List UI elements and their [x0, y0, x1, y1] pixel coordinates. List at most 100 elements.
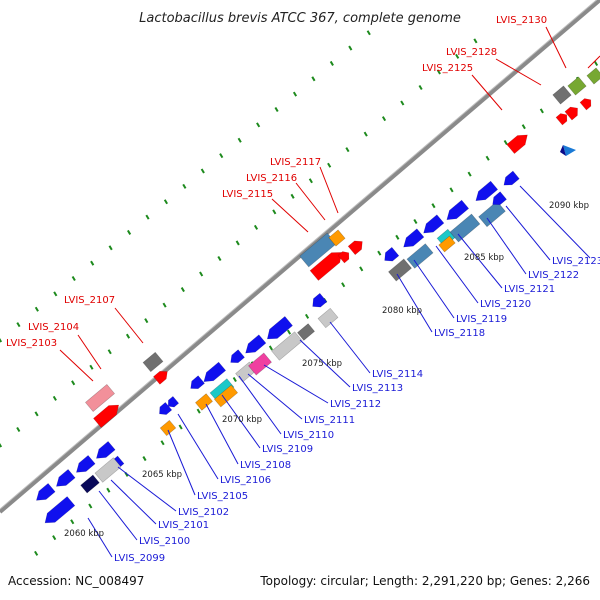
track-dot: [449, 187, 454, 193]
gene-feature: [190, 375, 205, 389]
track-dot: [341, 282, 346, 288]
track-dot: [70, 519, 75, 525]
leader-line: [177, 413, 219, 480]
gene-label-upper: LVIS_2117: [270, 157, 321, 168]
summary-text: Topology: circular; Length: 2,291,220 bp…: [259, 574, 590, 588]
leader-line: [117, 466, 177, 512]
gene-box: [84, 383, 116, 413]
leader-line: [295, 182, 326, 221]
gene-arrow: [503, 170, 520, 186]
track-dot: [431, 203, 436, 209]
leader-line: [271, 198, 309, 233]
gene-box: [552, 85, 572, 105]
gene-feature: [213, 384, 239, 408]
gene-box: [159, 419, 177, 437]
gene-label-lower: LVIS_2123: [552, 256, 600, 267]
track-dot: [327, 162, 332, 168]
gene-feature: [203, 361, 227, 382]
gene-feature: [94, 457, 122, 483]
gene-feature: [406, 243, 434, 269]
track-dot: [413, 218, 418, 225]
track-dots: [0, 30, 599, 556]
gene-arrow: [403, 228, 425, 248]
gene-features: [36, 67, 600, 524]
gene-feature: [44, 496, 76, 524]
gene-label-lower: LVIS_2106: [220, 475, 271, 486]
gene-box: [195, 393, 213, 411]
gene-arrow: [167, 395, 180, 408]
leader-line: [59, 349, 94, 382]
gene-feature: [93, 404, 120, 428]
gene-feature: [423, 214, 445, 234]
track-dot: [274, 107, 279, 113]
gene-feature: [503, 170, 520, 186]
leader-line: [114, 307, 144, 344]
gene-labels: LVIS_2103 LVIS_2104 LVIS_2107 LVIS_2115 LVIS…: [6, 15, 600, 564]
leader-line: [299, 339, 351, 388]
track-dot: [473, 38, 478, 44]
gene-feature: [438, 235, 456, 253]
track-dot: [90, 260, 95, 266]
gene-arrow: [266, 316, 293, 340]
gene-feature: [271, 331, 303, 361]
gene-label-lower: LVIS_2110: [283, 430, 334, 441]
leader-line: [495, 58, 542, 86]
track-dot: [89, 364, 94, 370]
gene-feature: [230, 349, 245, 363]
gene-arrow: [564, 106, 578, 121]
track-dot: [71, 276, 76, 282]
leader-line: [486, 217, 527, 275]
track-dot: [268, 345, 273, 351]
track-dot: [345, 147, 350, 153]
track-dot: [256, 122, 261, 128]
gene-label-lower: LVIS_2121: [504, 284, 555, 295]
gene-feature: [555, 113, 568, 126]
track-dot: [196, 408, 201, 414]
gene-label-upper: LVIS_2116: [246, 173, 297, 184]
track-dot: [144, 318, 149, 324]
track-dot: [521, 124, 526, 130]
track-dot: [237, 137, 242, 143]
gene-arrow: [245, 334, 267, 354]
gene-arrow: [36, 483, 56, 501]
gene-box: [317, 307, 339, 329]
track-dot: [235, 240, 240, 246]
track-dot: [436, 69, 441, 75]
map-title: Lactobacillus brevis ATCC 367, complete …: [139, 11, 461, 26]
track-dot: [232, 377, 237, 383]
gene-arrow: [475, 180, 499, 201]
gene-label-lower: LVIS_2099: [114, 553, 165, 564]
gene-feature: [159, 401, 173, 415]
track-dot: [0, 338, 3, 343]
gene-arrow: [230, 349, 245, 363]
track-dot: [219, 153, 224, 159]
leader-line: [247, 373, 303, 420]
gene-label-lower: LVIS_2100: [139, 536, 190, 547]
leader-line: [396, 273, 433, 333]
gene-feature: [586, 67, 600, 85]
leader-line: [205, 403, 239, 465]
gene-arrow: [153, 371, 168, 385]
gene-feature: [328, 229, 346, 247]
leader-line: [77, 334, 102, 370]
track-dot: [348, 45, 353, 51]
gene-feature: [337, 251, 350, 264]
track-dot: [145, 214, 150, 220]
track-dot: [16, 426, 21, 432]
gene-feature: [96, 441, 116, 459]
gene-label-lower: LVIS_2114: [372, 369, 423, 380]
leader-line: [98, 490, 138, 541]
gene-box: [478, 200, 506, 228]
gene-arrow: [337, 251, 350, 264]
track-dot: [539, 108, 544, 114]
track-dot: [311, 76, 316, 82]
gene-feature: [84, 383, 116, 413]
gene-feature: [388, 258, 412, 282]
track-dot: [163, 199, 168, 205]
gene-box: [438, 235, 456, 253]
track-dot: [290, 193, 295, 199]
gene-arrow: [312, 292, 328, 308]
kbp-tick-label: 2065 kbp: [142, 470, 182, 480]
gene-feature: [195, 393, 213, 411]
